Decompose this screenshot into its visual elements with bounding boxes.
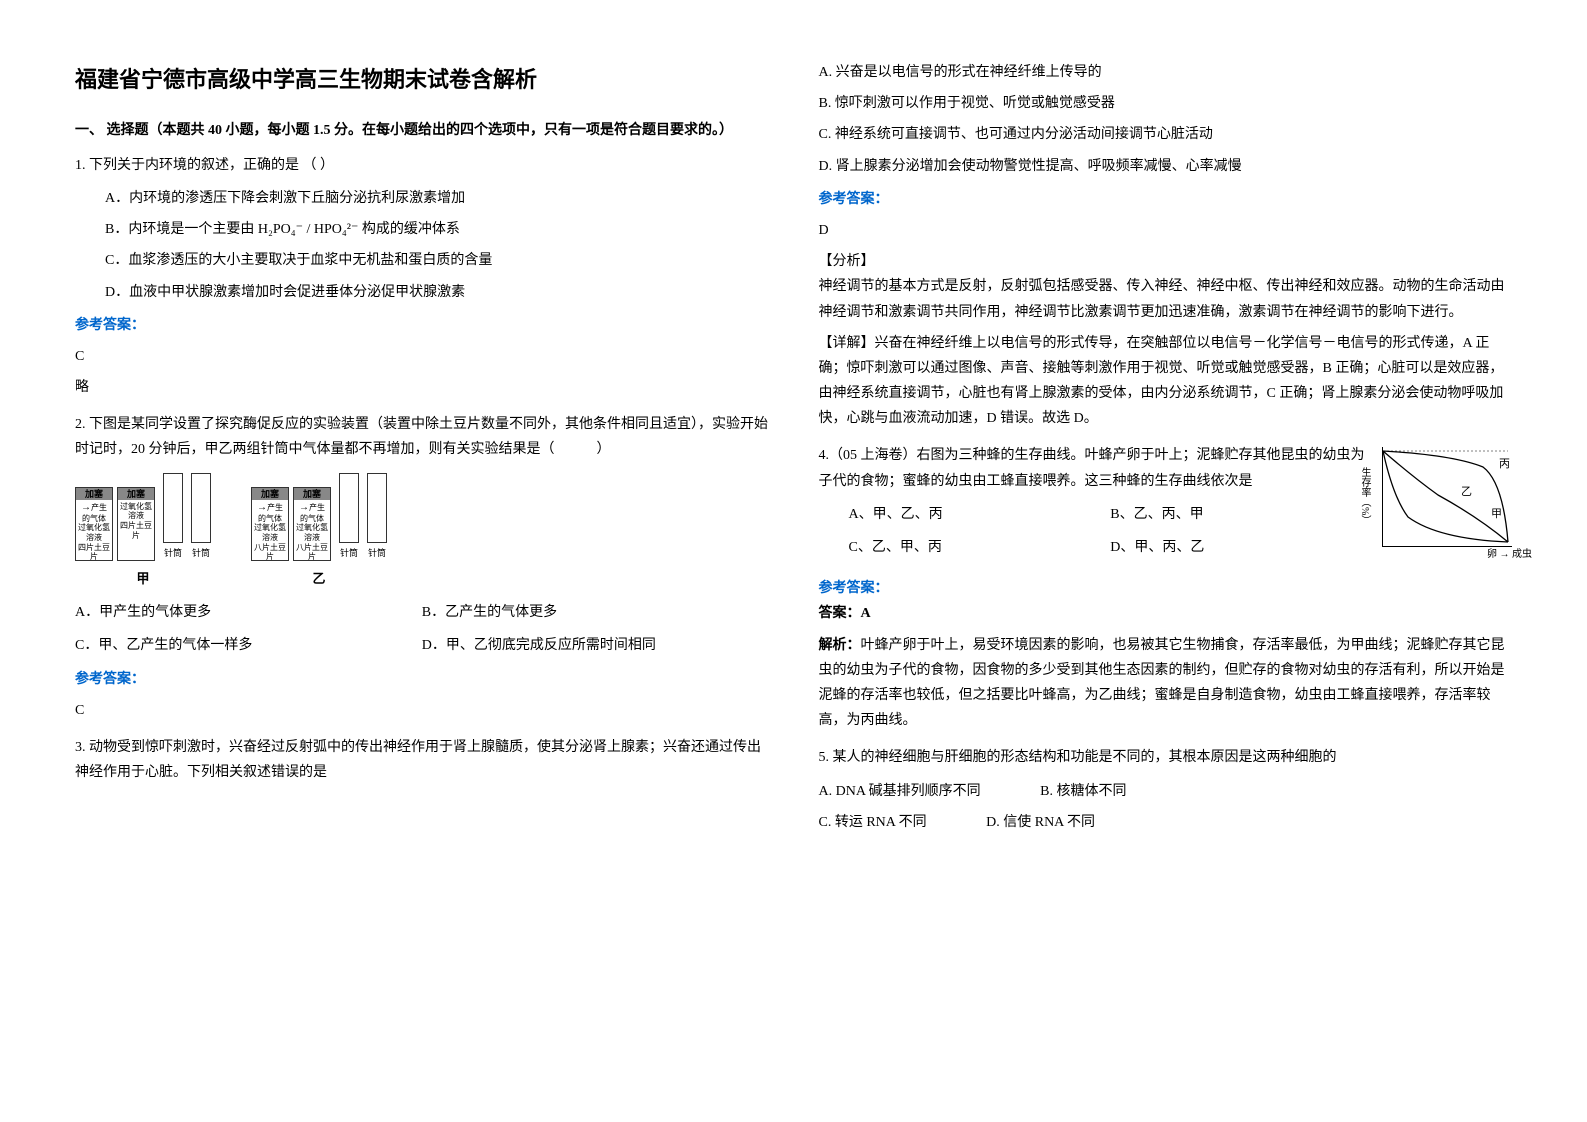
q5-text: 5. 某人的神经细胞与肝细胞的形态结构和功能是不同的，其根本原因是这两种细胞的 xyxy=(819,745,1513,770)
q3-answer: D xyxy=(819,218,1513,243)
syringe-1b: 针筒 xyxy=(191,473,211,561)
q4-opt-b: B、乙、丙、甲 xyxy=(1110,502,1372,527)
q1-formula-2: HPO₄²⁻ xyxy=(314,222,358,237)
q1-text: 1. 下列关于内环境的叙述，正确的是 （ ） xyxy=(75,153,769,178)
q4-expl-prefix: 解析： xyxy=(819,638,861,653)
apparatus-2: 加塞 →产生的气体 过氧化氢溶液 八片土豆片 加塞 →产生的气体 过氧 xyxy=(251,473,387,591)
question-5: 5. 某人的神经细胞与肝细胞的形态结构和功能是不同的，其根本原因是这两种细胞的 … xyxy=(819,745,1513,835)
q4-opt-a: A、甲、乙、丙 xyxy=(849,502,1111,527)
q4-answer: A xyxy=(861,606,871,621)
q3-detail: 兴奋在神经纤维上以电信号的形式传导，在突触部位以电信号－化学信号－电信号的形式传… xyxy=(819,336,1504,427)
q1-answer: C xyxy=(75,344,769,369)
q3-analysis: 神经调节的基本方式是反射，反射弧包括感受器、传入神经、神经中枢、传出神经和效应器… xyxy=(819,274,1513,324)
section-1-header: 一、 选择题（本题共 40 小题，每小题 1.5 分。在每小题给出的四个选项中，… xyxy=(75,118,769,143)
tube-2b: 加塞 →产生的气体 过氧化氢溶液 八片土豆片 xyxy=(293,487,331,561)
stopper-label: 加塞 xyxy=(76,488,112,500)
potato8-label: 八片土豆片 xyxy=(254,543,286,562)
q3-text: 3. 动物受到惊吓刺激时，兴奋经过反射弧中的传出神经作用于肾上腺髓质，使其分泌肾… xyxy=(75,735,769,785)
q3-opt-d: D. 肾上腺素分泌增加会使动物警觉性提高、呼吸频率减慢、心率减慢 xyxy=(819,154,1513,179)
q1-opt-c: C．血浆渗透压的大小主要取决于血浆中无机盐和蛋白质的含量 xyxy=(105,248,769,273)
q1-opt-b: B．内环境是一个主要由 H₂PO₄⁻ / HPO₄²⁻ 构成的缓冲体系 xyxy=(105,217,769,242)
q1-formula-1: H₂PO₄⁻ xyxy=(258,222,303,237)
q4-answer-label: 参考答案： xyxy=(819,576,1513,601)
potato4-label: 四片土豆片 xyxy=(78,543,110,562)
syringe-2b: 针筒 xyxy=(367,473,387,561)
q5-opt-c: C. 转运 RNA 不同 xyxy=(819,815,927,830)
tube-2a: 加塞 →产生的气体 过氧化氢溶液 八片土豆片 xyxy=(251,487,289,561)
survival-curve-chart: 100 50 0 丙 乙 甲 生存率（%） 卵 xyxy=(1382,447,1512,547)
q1-opt-a: A．内环境的渗透压下降会刺激下丘脑分泌抗利尿激素增加 xyxy=(105,186,769,211)
q2-answer-label: 参考答案： xyxy=(75,667,769,692)
curve-svg: 100 50 0 xyxy=(1383,447,1513,547)
q3-opt-a: A. 兴奋是以电信号的形式在神经纤维上传导的 xyxy=(819,60,1513,85)
q1-optb-pre: B．内环境是一个主要由 xyxy=(105,222,254,237)
q4-opt-d: D、甲、丙、乙 xyxy=(1110,535,1372,560)
curve-label-jia: 甲 xyxy=(1491,505,1502,525)
q2-text: 2. 下图是某同学设置了探究酶促反应的实验装置（装置中除土豆片数量不同外，其他条… xyxy=(75,412,769,462)
q2-opt-d: D．甲、乙彻底完成反应所需时间相同 xyxy=(422,633,769,658)
q3-detail-label: 【详解】 xyxy=(819,336,875,351)
q3-analysis-label: 【分析】 xyxy=(819,249,1513,274)
syringe-2: 针筒 xyxy=(339,473,359,561)
y-axis-label: 生存率（%） xyxy=(1355,467,1373,525)
q2-opt-b: B．乙产生的气体更多 xyxy=(422,600,769,625)
q5-opt-b: B. 核糖体不同 xyxy=(1040,784,1126,799)
q3-answer-label: 参考答案： xyxy=(819,187,1513,212)
q2-answer: C xyxy=(75,698,769,723)
tube-1b: 加塞 过氧化氢溶液 四片土豆片 xyxy=(117,487,155,561)
question-2: 2. 下图是某同学设置了探究酶促反应的实验装置（装置中除土豆片数量不同外，其他条… xyxy=(75,412,769,723)
curve-label-bing: 丙 xyxy=(1499,455,1510,475)
liquid-label: 过氧化氢溶液 xyxy=(78,523,110,542)
q4-opt-c: C、乙、甲、丙 xyxy=(849,535,1111,560)
q4-answer-prefix: 答案： xyxy=(819,606,861,621)
q2-diagram: 加塞 →产生的气体 过氧化氢溶液 四片土豆片 加塞 过氧化氢溶液 四片 xyxy=(75,473,769,591)
q1-opt-d: D．血液中甲状腺激素增加时会促进垂体分泌促甲状腺激素 xyxy=(105,280,769,305)
q4-expl: 叶蜂产卵于叶上，易受环境因素的影响，也易被其它生物捕食，存活率最低，为甲曲线；泥… xyxy=(819,638,1505,729)
q1-note: 略 xyxy=(75,375,769,400)
exam-title: 福建省宁德市高级中学高三生物期末试卷含解析 xyxy=(75,60,769,100)
question-1: 1. 下列关于内环境的叙述，正确的是 （ ） A．内环境的渗透压下降会刺激下丘脑… xyxy=(75,153,769,401)
q1-answer-label: 参考答案： xyxy=(75,313,769,338)
apparatus-1: 加塞 →产生的气体 过氧化氢溶液 四片土豆片 加塞 过氧化氢溶液 四片 xyxy=(75,473,211,591)
syringe-1: 针筒 xyxy=(163,473,183,561)
question-4: 100 50 0 丙 乙 甲 生存率（%） 卵 xyxy=(819,443,1513,733)
curve-label-yi: 乙 xyxy=(1461,483,1472,503)
q3-opt-c: C. 神经系统可直接调节、也可通过内分泌活动间接调节心脏活动 xyxy=(819,122,1513,147)
q1-optb-post: 构成的缓冲体系 xyxy=(362,222,460,237)
q5-opt-a: A. DNA 碱基排列顺序不同 xyxy=(819,784,981,799)
q2-opt-c: C．甲、乙产生的气体一样多 xyxy=(75,633,422,658)
question-3-cont: A. 兴奋是以电信号的形式在神经纤维上传导的 B. 惊吓刺激可以作用于视觉、听觉… xyxy=(819,60,1513,431)
q3-opt-b: B. 惊吓刺激可以作用于视觉、听觉或触觉感受器 xyxy=(819,91,1513,116)
apparatus-2-label: 乙 xyxy=(251,567,387,590)
q5-opt-d: D. 信使 RNA 不同 xyxy=(986,815,1095,830)
question-3-start: 3. 动物受到惊吓刺激时，兴奋经过反射弧中的传出神经作用于肾上腺髓质，使其分泌肾… xyxy=(75,735,769,785)
x-axis-label: 卵 → 成虫 xyxy=(1487,546,1532,564)
tube-1a: 加塞 →产生的气体 过氧化氢溶液 四片土豆片 xyxy=(75,487,113,561)
apparatus-1-label: 甲 xyxy=(75,567,211,590)
q2-opt-a: A．甲产生的气体更多 xyxy=(75,600,422,625)
